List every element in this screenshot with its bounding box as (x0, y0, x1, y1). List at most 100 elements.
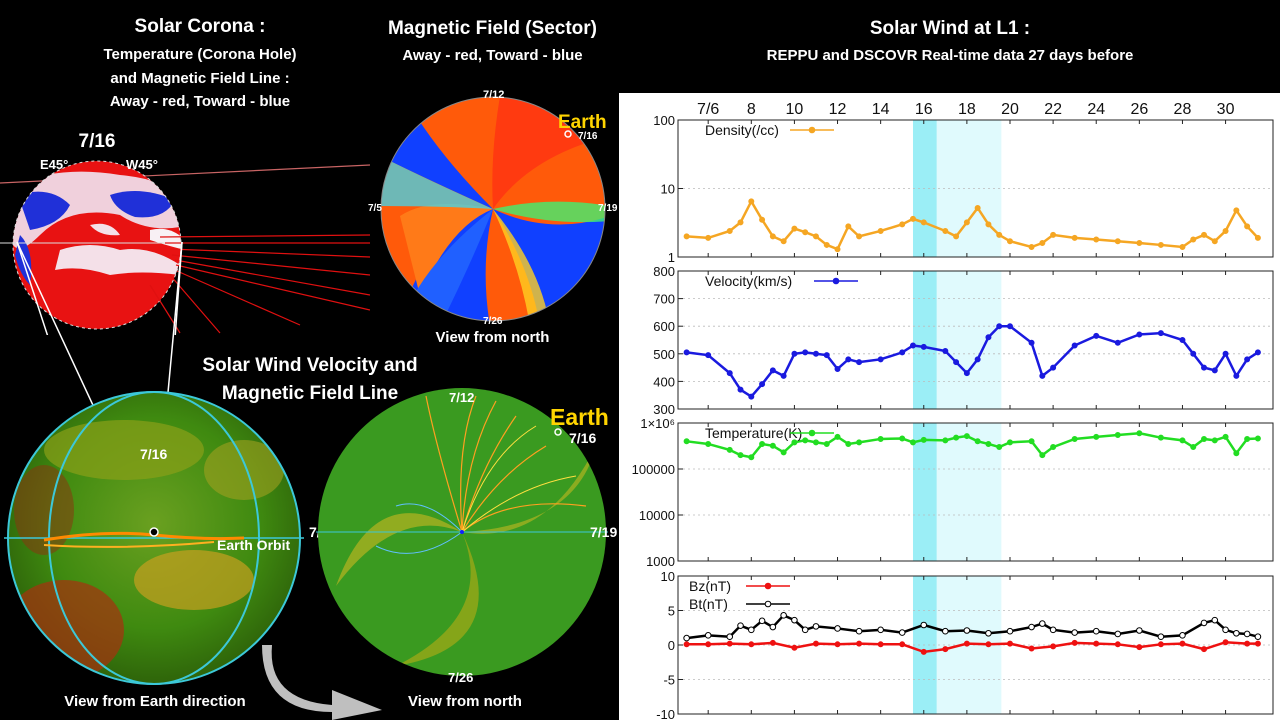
solar-wind-chart: 7/6 8 10 12 14 16 18 20 22 24 26 28 30100101Density(… (619, 93, 1280, 720)
y-tick-label: 100 (653, 113, 675, 128)
data-point (1093, 433, 1100, 440)
data-point (1190, 350, 1197, 357)
data-point (845, 356, 852, 363)
data-point (1114, 339, 1121, 346)
north-date-bottom: 7/26 (448, 670, 474, 685)
data-point (726, 640, 733, 647)
data-point (1039, 240, 1046, 247)
x-tick-label: 14 (872, 101, 890, 118)
legend-label: Density(/cc) (705, 122, 779, 138)
data-point (812, 439, 819, 446)
data-point (909, 342, 916, 349)
data-point (1200, 619, 1208, 627)
y-tick-label: 400 (653, 374, 675, 389)
sector-subtitle: Away - red, Toward - blue (402, 47, 583, 64)
data-point (1049, 626, 1057, 634)
data-point (942, 227, 949, 234)
data-point (812, 233, 819, 240)
data-point (1190, 444, 1197, 451)
data-point (737, 219, 744, 226)
data-point (1179, 337, 1186, 343)
sector-title: Magnetic Field (Sector) (387, 18, 598, 39)
data-point (1222, 433, 1229, 440)
data-point (791, 616, 798, 624)
data-point (1093, 236, 1100, 243)
data-point (1201, 435, 1208, 442)
data-point (683, 641, 690, 648)
data-point (985, 440, 992, 447)
legend-label: Bt(nT) (689, 596, 728, 612)
data-point (812, 640, 819, 647)
data-point (1222, 639, 1229, 646)
data-point (1028, 243, 1035, 250)
data-point (1222, 626, 1229, 634)
data-point (1179, 640, 1186, 647)
y-tick-label: 10 (661, 569, 675, 584)
y-tick-label: -10 (656, 707, 675, 720)
data-point (791, 439, 798, 446)
sector-date-right: 7/19 (598, 203, 618, 214)
data-point (1190, 236, 1197, 243)
x-tick-label: 30 (1217, 101, 1235, 118)
data-point (877, 435, 884, 442)
data-point (705, 440, 712, 447)
plot-frame (677, 422, 1274, 562)
data-point (1136, 644, 1143, 651)
data-point (1222, 350, 1229, 357)
velocity-sphere-north-view (316, 388, 608, 676)
data-point (942, 348, 949, 355)
data-point (1093, 332, 1100, 339)
data-point (747, 626, 755, 634)
corona-title: Solar Corona : (134, 16, 266, 37)
data-point (877, 641, 884, 648)
data-point (1114, 630, 1122, 638)
y-tick-label: 1×10⁶ (640, 416, 675, 431)
velocity-title-2: Magnetic Field Line (221, 383, 399, 404)
data-point (1071, 234, 1078, 241)
north-date-earth: 7/16 (569, 430, 597, 446)
data-point (1254, 633, 1262, 641)
data-point (812, 350, 819, 357)
x-tick-label: 20 (1001, 101, 1019, 118)
data-point (996, 323, 1003, 330)
data-point (1222, 227, 1229, 234)
corona-west-label: W45° (126, 157, 158, 172)
data-point (877, 356, 884, 363)
data-point (985, 334, 992, 341)
data-point (1157, 330, 1164, 337)
data-point (1071, 629, 1078, 636)
data-point (812, 623, 820, 630)
data-point (1039, 452, 1046, 459)
data-point (1050, 643, 1057, 650)
data-point (769, 367, 776, 374)
legend-swatch-marker (832, 277, 840, 285)
data-point (769, 442, 776, 449)
data-point (1254, 435, 1261, 442)
data-point (737, 386, 744, 393)
data-point (855, 627, 863, 635)
data-point (1254, 640, 1261, 647)
data-point (737, 452, 744, 459)
data-point (1157, 633, 1165, 641)
data-point (759, 381, 766, 388)
data-point (920, 436, 927, 443)
data-point (996, 231, 1003, 238)
data-point (953, 233, 960, 240)
data-point (726, 633, 734, 641)
data-point (1092, 627, 1100, 635)
data-point (974, 356, 981, 363)
data-point (1244, 640, 1251, 647)
data-point (920, 219, 927, 226)
data-point (1136, 240, 1143, 247)
data-point (1028, 339, 1035, 346)
velocity-view-earth: View from Earth direction (64, 693, 246, 710)
data-point (920, 648, 927, 655)
data-point (1050, 444, 1057, 451)
velocity-sphere-earth-view (4, 391, 304, 685)
data-point (899, 349, 906, 356)
data-point (1201, 646, 1208, 653)
data-point (953, 359, 960, 366)
data-point (1233, 207, 1240, 214)
y-tick-label: 100000 (632, 462, 675, 477)
data-point (834, 641, 841, 648)
